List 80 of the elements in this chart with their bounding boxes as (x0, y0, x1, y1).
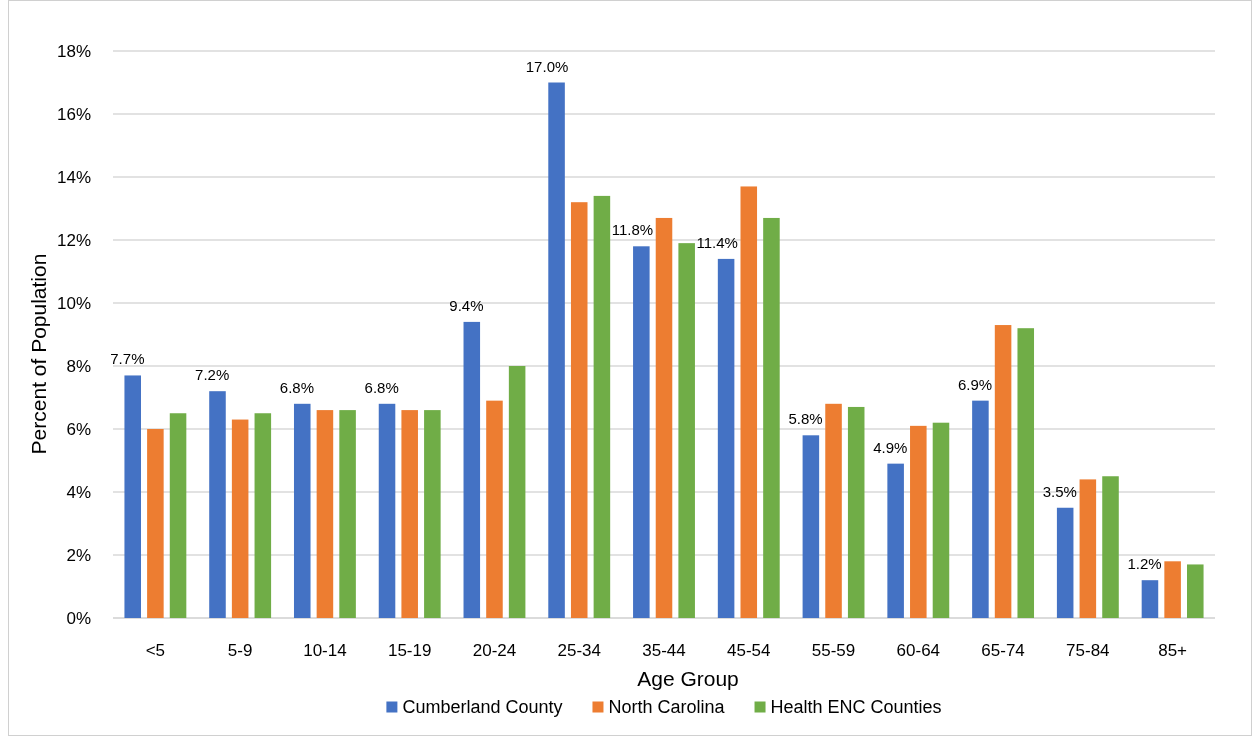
bar (254, 413, 272, 618)
bar (932, 422, 950, 618)
bar (1056, 507, 1074, 618)
bar (972, 400, 989, 618)
data-label: 4.9% (873, 438, 908, 456)
y-tick-label: 12% (56, 230, 91, 250)
data-label: 17.0% (525, 57, 569, 75)
bar (147, 429, 164, 618)
bar (209, 391, 226, 618)
bar (593, 195, 611, 618)
y-tick-label: 14% (56, 167, 91, 187)
y-axis-title: Percent of Population (26, 253, 50, 455)
legend-label: North Carolina (608, 697, 726, 717)
y-tick-label: 8% (66, 356, 91, 376)
bar (910, 425, 927, 618)
data-label: 11.8% (611, 221, 654, 239)
bar (1164, 561, 1181, 618)
bar (293, 403, 311, 618)
bar (548, 82, 565, 618)
bar (124, 375, 141, 618)
y-tick-label: 2% (66, 545, 91, 565)
bar (717, 258, 735, 618)
x-tick-label: 15-19 (387, 640, 432, 660)
x-tick-label: 45-54 (727, 640, 771, 660)
y-tick-label: 4% (66, 482, 91, 502)
x-axis-title: Age Group (637, 666, 739, 690)
y-tick-label: 0% (66, 608, 91, 628)
data-label: 5.8% (788, 410, 823, 428)
bar (847, 406, 865, 618)
x-tick-label: 85+ (1158, 640, 1188, 660)
data-label: 6.8% (279, 378, 315, 396)
x-tick-label: 60-64 (896, 640, 941, 660)
bar (763, 217, 780, 618)
data-label: 7.2% (195, 366, 230, 384)
x-tick-label: 75-84 (1066, 640, 1110, 660)
bar (1141, 580, 1159, 618)
bar (378, 403, 396, 618)
data-label: 3.5% (1042, 482, 1077, 500)
data-label: 11.4% (696, 233, 738, 251)
legend-label: Health ENC Counties (770, 697, 942, 717)
bar (802, 435, 820, 618)
y-tick-label: 6% (66, 419, 91, 439)
y-tick-label: 16% (56, 104, 91, 124)
bar (231, 419, 249, 618)
bar (486, 400, 503, 618)
bar (740, 186, 758, 618)
x-tick-label: 10-14 (303, 640, 347, 660)
bar (508, 366, 526, 618)
bar (316, 410, 334, 618)
data-label: 7.7% (110, 350, 145, 368)
bar (1187, 564, 1204, 618)
bar (463, 321, 481, 618)
bar (994, 325, 1012, 618)
data-label: 1.2% (1127, 555, 1162, 573)
x-tick-label: 35-44 (642, 640, 686, 660)
y-tick-label: 10% (56, 293, 91, 313)
x-tick-label: 65-74 (981, 640, 1025, 660)
bar (401, 410, 418, 618)
x-tick-label: <5 (145, 640, 166, 660)
bar (339, 410, 356, 618)
bar (424, 410, 441, 618)
bar (825, 403, 842, 618)
bar (887, 463, 904, 618)
data-label: 6.8% (364, 378, 399, 396)
x-tick-label: 25-34 (557, 640, 601, 660)
data-label: 9.4% (449, 296, 484, 314)
x-tick-label: 5-9 (227, 640, 253, 660)
bar (1079, 479, 1097, 618)
y-tick-label: 18% (56, 41, 91, 61)
bar (633, 246, 650, 618)
bar (570, 202, 588, 618)
bar (169, 413, 187, 618)
data-label: 6.9% (957, 375, 993, 393)
x-tick-label: 55-59 (811, 640, 856, 660)
legend-label: Cumberland County (402, 697, 563, 717)
bar (678, 243, 695, 618)
x-tick-label: 20-24 (472, 640, 517, 660)
bar (1102, 476, 1119, 618)
bar (655, 217, 673, 618)
bar (1017, 328, 1035, 618)
